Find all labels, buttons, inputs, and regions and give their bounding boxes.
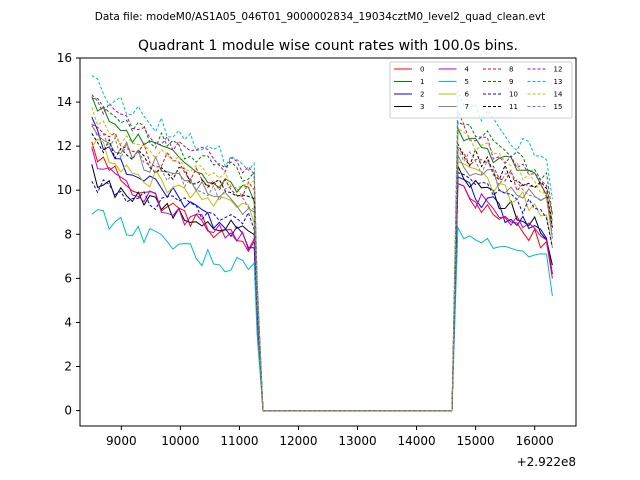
series-line-9 (91, 97, 553, 412)
legend-label-8: 8 (509, 66, 513, 74)
y-tick-label: 2 (64, 360, 72, 374)
series-line-12 (91, 94, 553, 412)
legend-label-15: 15 (554, 103, 563, 111)
legend-label-4: 4 (465, 66, 470, 74)
y-tick-label: 8 (64, 227, 72, 241)
series-line-3 (91, 164, 553, 412)
legend-label-14: 14 (554, 91, 563, 99)
x-tick-label: 12000 (279, 434, 317, 448)
x-tick-label: 14000 (397, 434, 435, 448)
plot-lines (91, 75, 553, 412)
y-tick-label: 10 (57, 183, 72, 197)
series-line-6 (91, 138, 553, 412)
series-line-11 (91, 133, 553, 412)
legend-label-5: 5 (465, 78, 469, 86)
y-tick-label: 14 (57, 95, 72, 109)
x-tick-label: 16000 (516, 434, 554, 448)
legend-label-0: 0 (420, 66, 424, 74)
x-tick-label: 15000 (457, 434, 495, 448)
series-line-1 (91, 96, 553, 412)
legend-label-10: 10 (509, 91, 518, 99)
x-tick-label: 11000 (220, 434, 258, 448)
series-line-10 (91, 171, 553, 412)
legend-label-3: 3 (420, 103, 424, 111)
x-tick-label: 13000 (338, 434, 376, 448)
y-axis: 0 2 4 6 8 10 12 14 16 (57, 51, 80, 418)
series-line-7 (91, 125, 553, 412)
legend-box (389, 61, 573, 119)
series-line-4 (91, 147, 553, 412)
legend-label-2: 2 (420, 91, 424, 99)
plot-frame (79, 57, 577, 427)
legend-label-1: 1 (420, 78, 424, 86)
x-tick-label: 9000 (106, 434, 137, 448)
legend-label-11: 11 (509, 103, 518, 111)
series-line-8 (91, 123, 553, 412)
series-line-5 (91, 209, 553, 412)
series-line-2 (91, 116, 553, 412)
legend-label-7: 7 (465, 103, 469, 111)
y-tick-label: 0 (64, 404, 72, 418)
y-tick-label: 4 (64, 315, 72, 329)
legend-label-9: 9 (509, 78, 513, 86)
legend-label-13: 13 (554, 78, 563, 86)
y-tick-label: 6 (64, 271, 72, 285)
chart-suptitle: Data file: modeM0/AS1A05_046T01_90000028… (95, 11, 546, 23)
series-line-15 (91, 123, 553, 412)
legend-label-6: 6 (465, 91, 470, 99)
x-axis: 9000 10000 11000 12000 13000 14000 15000 16000 (106, 426, 554, 448)
x-tick-label: 10000 (161, 434, 199, 448)
y-tick-label: 16 (57, 51, 72, 65)
chart-title: Quadrant 1 module wise count rates with … (138, 38, 518, 54)
y-tick-label: 12 (57, 139, 72, 153)
legend-label-12: 12 (554, 66, 563, 74)
x-offset-label: +2.922e8 (517, 455, 576, 469)
